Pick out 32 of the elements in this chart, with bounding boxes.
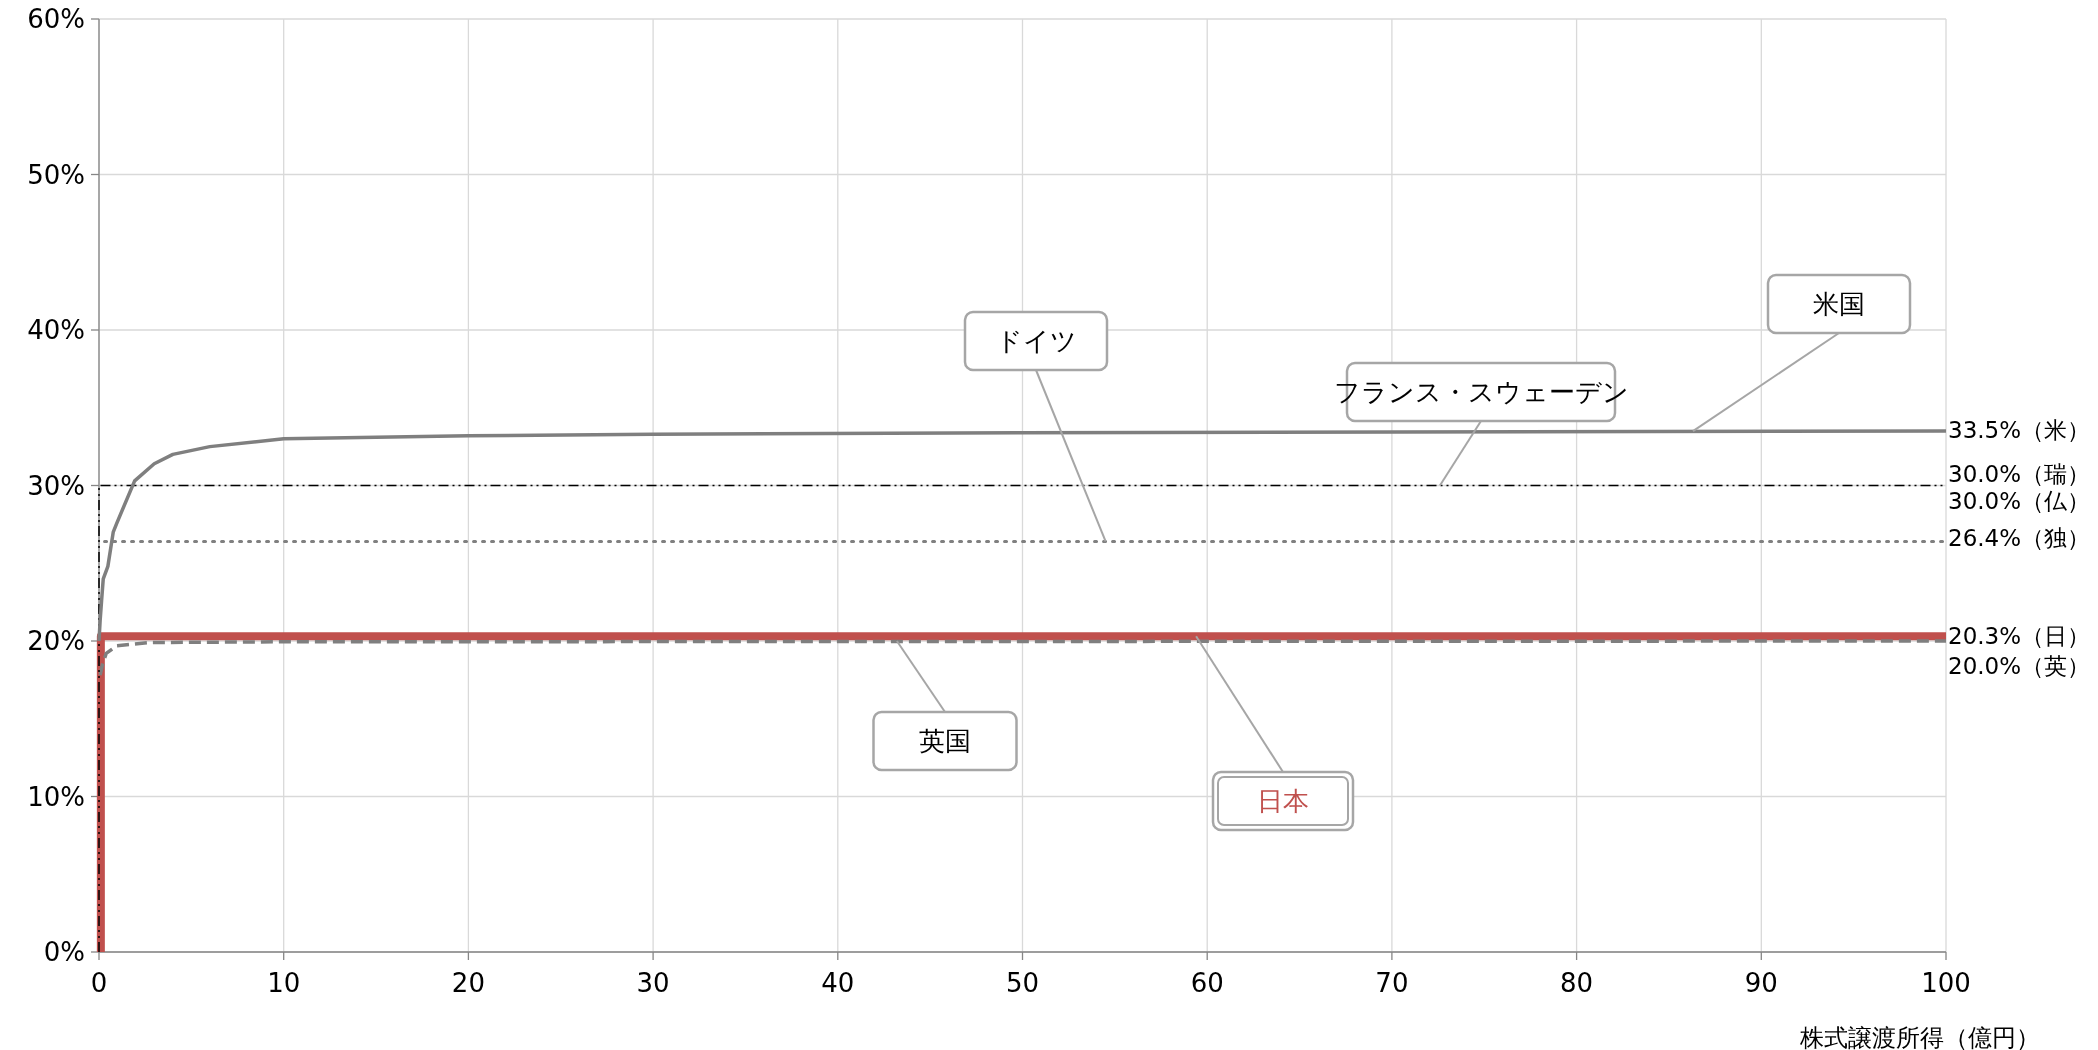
text: 30.0%（瑞） bbox=[1948, 461, 2091, 487]
x-tick-label: 20 bbox=[451, 968, 485, 998]
callout: 日本 bbox=[1195, 635, 1355, 832]
x-tick-label: 0 bbox=[90, 968, 108, 998]
text: ドイツ bbox=[995, 326, 1077, 356]
x-tick-label: 10 bbox=[267, 968, 301, 998]
x-tick-label: 90 bbox=[1744, 968, 1778, 998]
y-tick-label: 20% bbox=[27, 626, 85, 656]
callout: フランス・スウェーデン bbox=[1333, 361, 1629, 487]
y-tick-label: 40% bbox=[27, 315, 85, 345]
x-tick-label: 50 bbox=[1005, 968, 1040, 998]
x-tick-label: 60 bbox=[1190, 968, 1224, 998]
x-tick-label: 40 bbox=[821, 968, 855, 998]
x-tick-label: 30 bbox=[636, 968, 670, 998]
text: 33.5%（米） bbox=[1948, 417, 2091, 443]
text: 30.0%（仏） bbox=[1948, 488, 2091, 514]
x-tick-label: 80 bbox=[1560, 968, 1594, 998]
y-tick-label: 0% bbox=[43, 937, 85, 967]
x-tick-label: 100 bbox=[1921, 968, 1971, 998]
text: 20.3%（日） bbox=[1948, 623, 2091, 649]
text: 20.0%（英） bbox=[1948, 653, 2091, 679]
y-tick-label: 30% bbox=[27, 470, 85, 501]
callout: 英国 bbox=[872, 640, 1018, 772]
x-axis-title: 株式譲渡所得（億円） bbox=[1799, 1024, 2040, 1050]
text: 26.4%（独） bbox=[1948, 525, 2091, 551]
callout: 米国 bbox=[1691, 273, 1912, 433]
y-tick-label: 10% bbox=[27, 781, 85, 812]
x-tick-label: 70 bbox=[1375, 968, 1409, 998]
callout: ドイツ bbox=[963, 310, 1109, 543]
y-tick-label: 60% bbox=[27, 4, 85, 34]
y-tick-label: 50% bbox=[27, 159, 85, 190]
line-series bbox=[98, 639, 1948, 677]
